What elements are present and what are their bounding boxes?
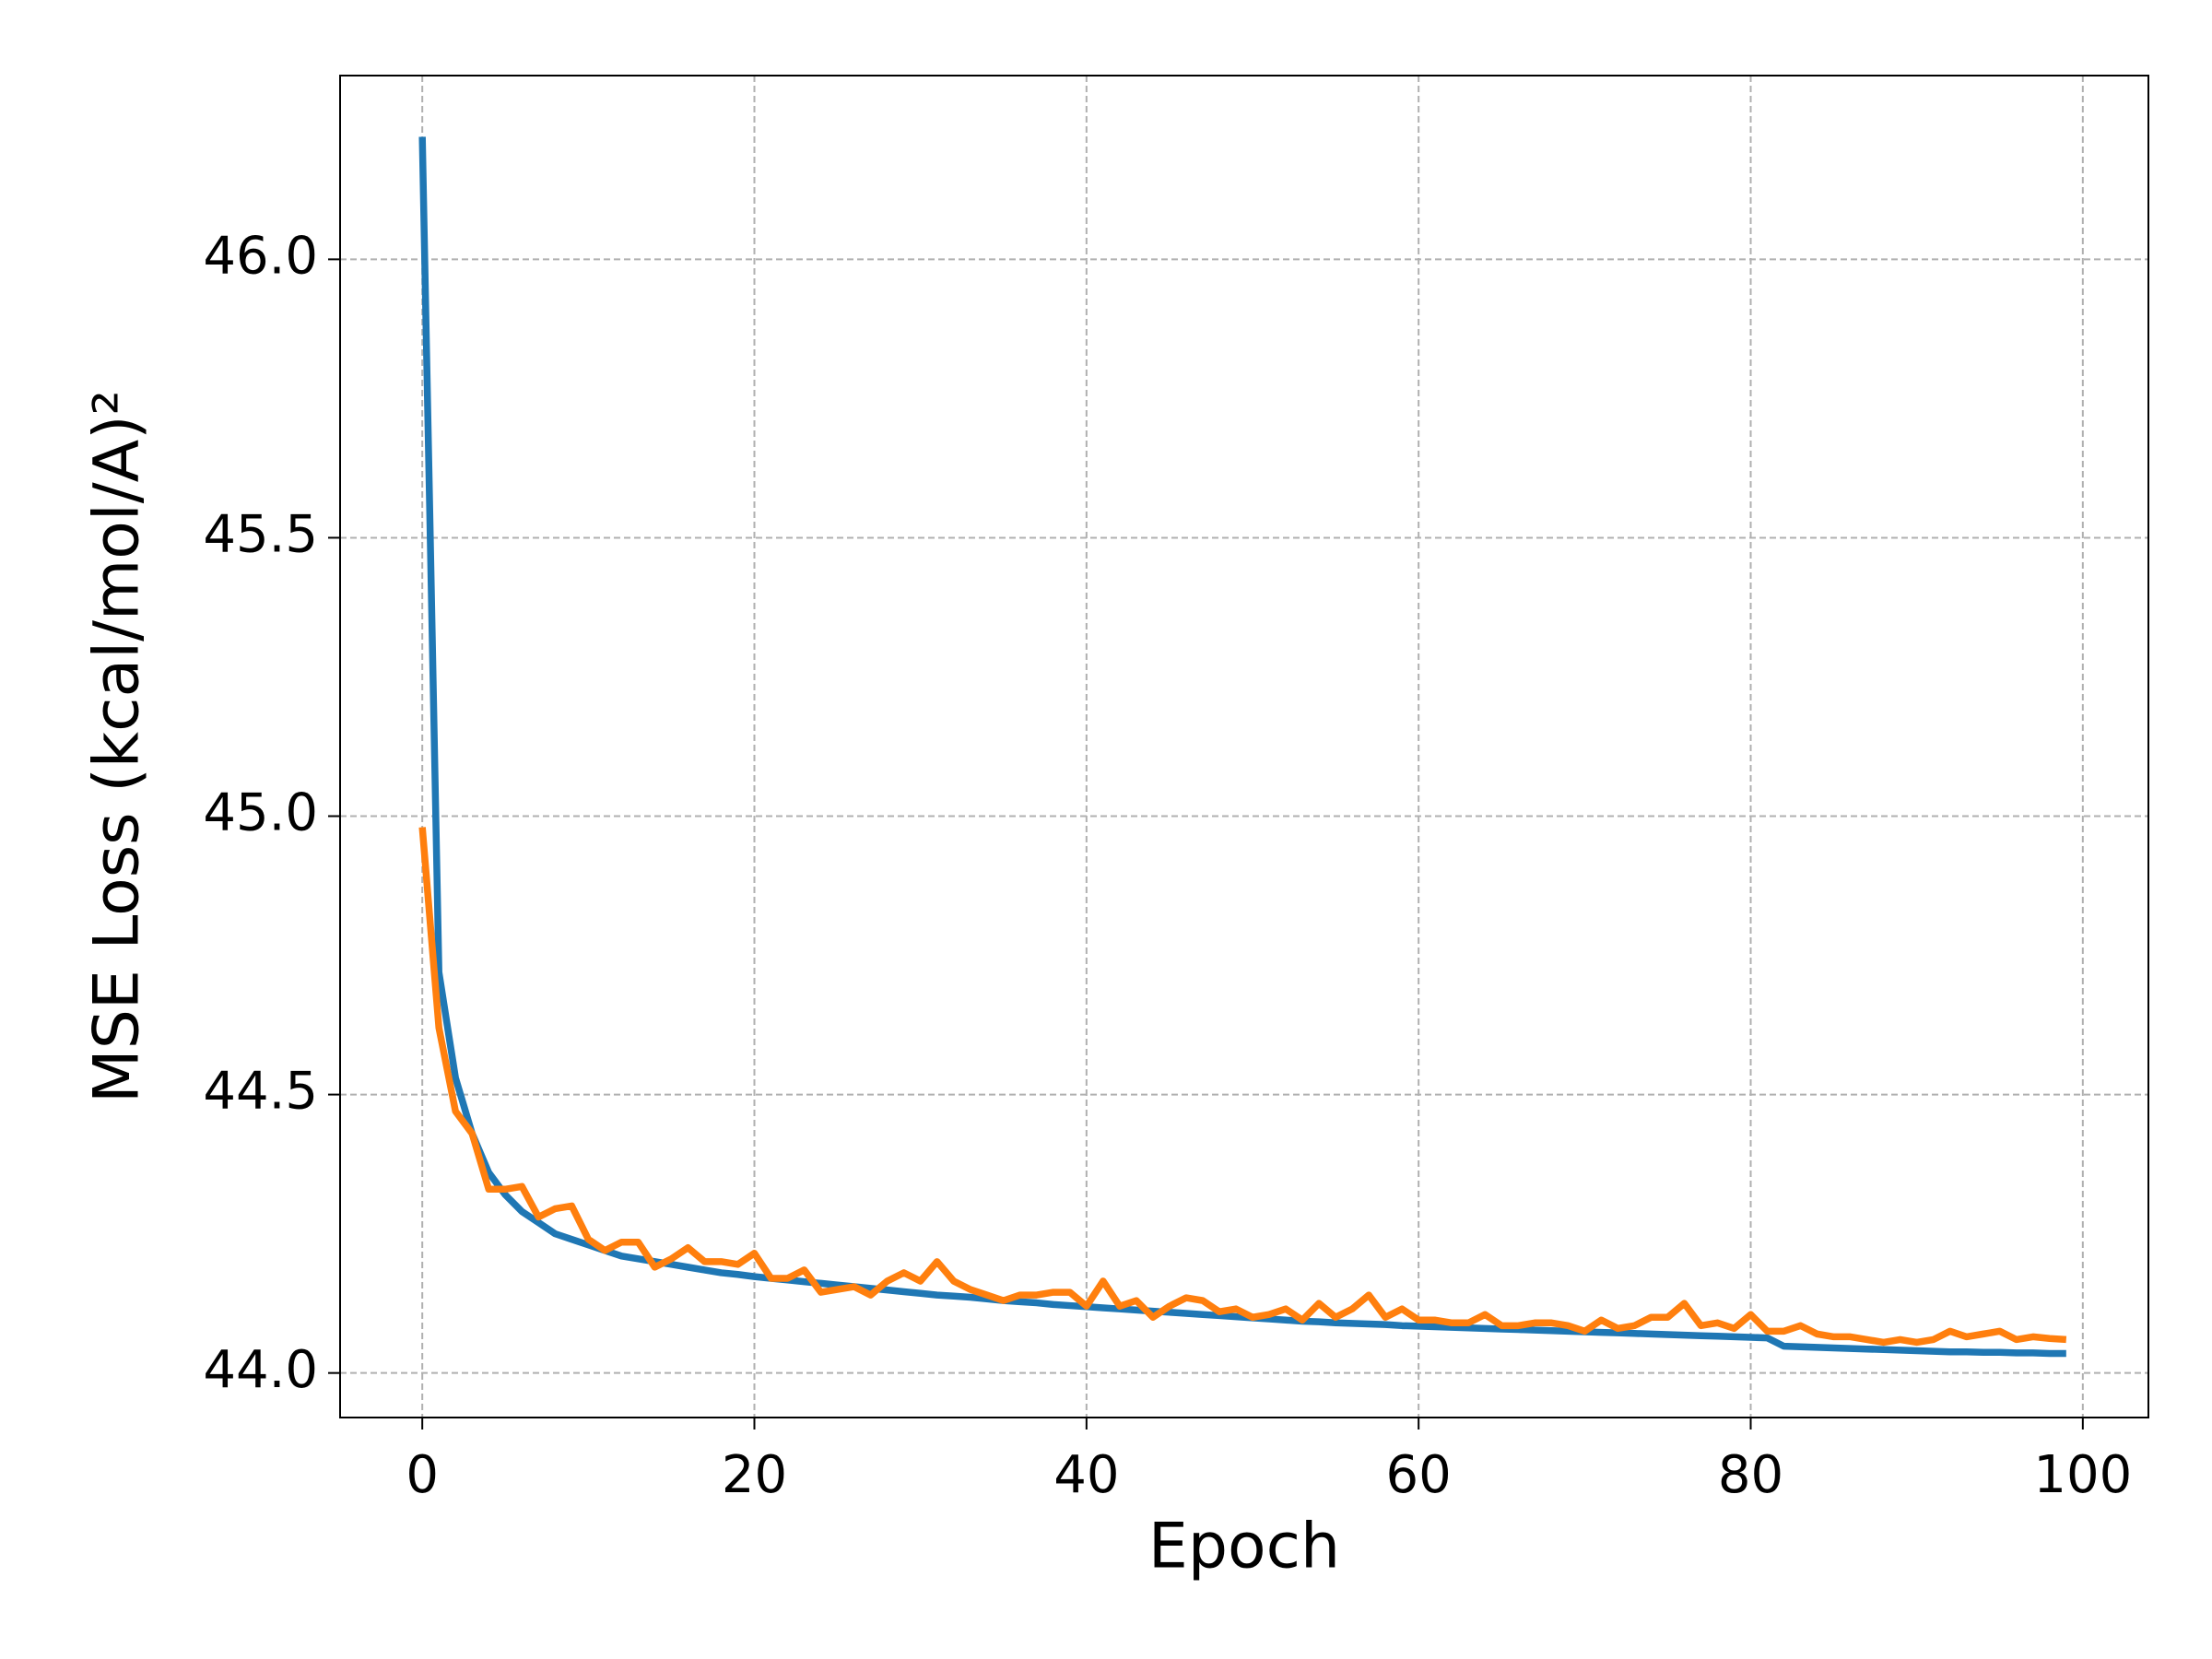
x-tick-label: 40 (1053, 1445, 1119, 1505)
x-tick-label: 100 (2033, 1445, 2132, 1505)
x-tick-label: 0 (406, 1445, 439, 1505)
y-tick-label: 45.5 (203, 505, 318, 565)
x-tick-label: 80 (1718, 1445, 1783, 1505)
x-tick-label: 60 (1386, 1445, 1452, 1505)
y-tick-label: 46.0 (203, 227, 318, 287)
y-tick-label: 44.0 (203, 1340, 318, 1400)
series-line (418, 827, 2067, 1347)
series-line (418, 136, 2066, 1358)
y-axis-label: MSE Loss (kcal/mol/A)² (81, 390, 154, 1103)
y-tick-label: 45.0 (203, 783, 318, 843)
x-tick-label: 20 (722, 1445, 787, 1505)
y-tick-label: 44.5 (203, 1062, 318, 1122)
x-axis-label: Epoch (1148, 1511, 1340, 1583)
plot-frame (339, 75, 2149, 1418)
